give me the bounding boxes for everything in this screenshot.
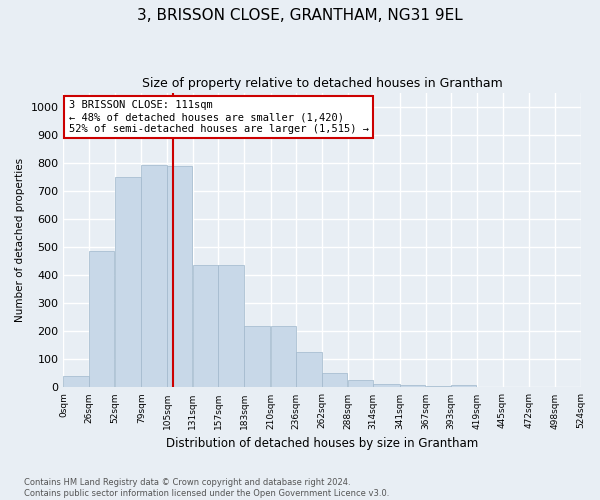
Bar — [64, 376, 89, 388]
Bar — [193, 266, 218, 388]
Bar — [271, 326, 296, 388]
Title: Size of property relative to detached houses in Grantham: Size of property relative to detached ho… — [142, 78, 502, 90]
Bar — [115, 177, 141, 388]
Bar — [244, 326, 270, 388]
Bar — [347, 380, 373, 388]
Bar — [400, 385, 425, 388]
Text: 3 BRISSON CLOSE: 111sqm
← 48% of detached houses are smaller (1,420)
52% of semi: 3 BRISSON CLOSE: 111sqm ← 48% of detache… — [68, 100, 368, 134]
Bar — [167, 166, 192, 388]
X-axis label: Distribution of detached houses by size in Grantham: Distribution of detached houses by size … — [166, 437, 478, 450]
Bar — [218, 266, 244, 388]
Bar — [89, 252, 115, 388]
Bar — [142, 164, 167, 388]
Bar — [296, 352, 322, 388]
Bar — [451, 385, 476, 388]
Bar — [425, 386, 451, 388]
Bar — [322, 373, 347, 388]
Text: Contains HM Land Registry data © Crown copyright and database right 2024.
Contai: Contains HM Land Registry data © Crown c… — [24, 478, 389, 498]
Y-axis label: Number of detached properties: Number of detached properties — [15, 158, 25, 322]
Text: 3, BRISSON CLOSE, GRANTHAM, NG31 9EL: 3, BRISSON CLOSE, GRANTHAM, NG31 9EL — [137, 8, 463, 22]
Bar — [373, 384, 400, 388]
